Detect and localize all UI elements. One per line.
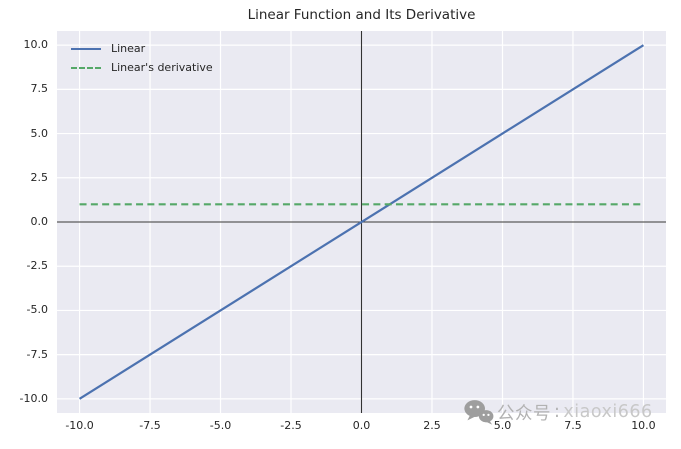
y-tick-label: 0.0 [30,215,49,228]
plot-area: Linear Linear's derivative [57,31,666,413]
legend-line-sample-solid [71,47,101,50]
x-tick-label: 10.0 [631,419,656,432]
x-tick-label: 2.5 [423,419,441,432]
x-tick-label: -7.5 [139,419,161,432]
legend: Linear Linear's derivative [67,39,217,77]
x-tick-label: -2.5 [280,419,302,432]
legend-line-sample-dashed [71,66,101,69]
y-tick-label: -7.5 [26,347,48,361]
y-tick-label: -5.0 [26,303,48,317]
y-tick-label: 7.5 [30,82,49,96]
legend-item-linear: Linear [71,41,213,56]
legend-item-derivative: Linear's derivative [71,60,213,75]
legend-label-linear: Linear [111,42,146,55]
x-tick-label: 0.0 [352,419,371,432]
legend-label-derivative: Linear's derivative [111,61,213,74]
y-tick-label: 10.0 [23,38,49,52]
x-tick-label: -10.0 [65,419,94,432]
y-tick-label: -2.5 [26,259,48,273]
plot-canvas [57,31,666,413]
x-tick-label: 7.5 [564,419,582,432]
y-tick-label: 2.5 [30,170,49,184]
chart-title: Linear Function and Its Derivative [247,7,476,23]
x-tick-label: 5.0 [493,419,512,432]
y-tick-label: 5.0 [30,126,49,140]
x-tick-label: -5.0 [209,419,232,432]
y-tick-label: -10.0 [19,391,48,405]
